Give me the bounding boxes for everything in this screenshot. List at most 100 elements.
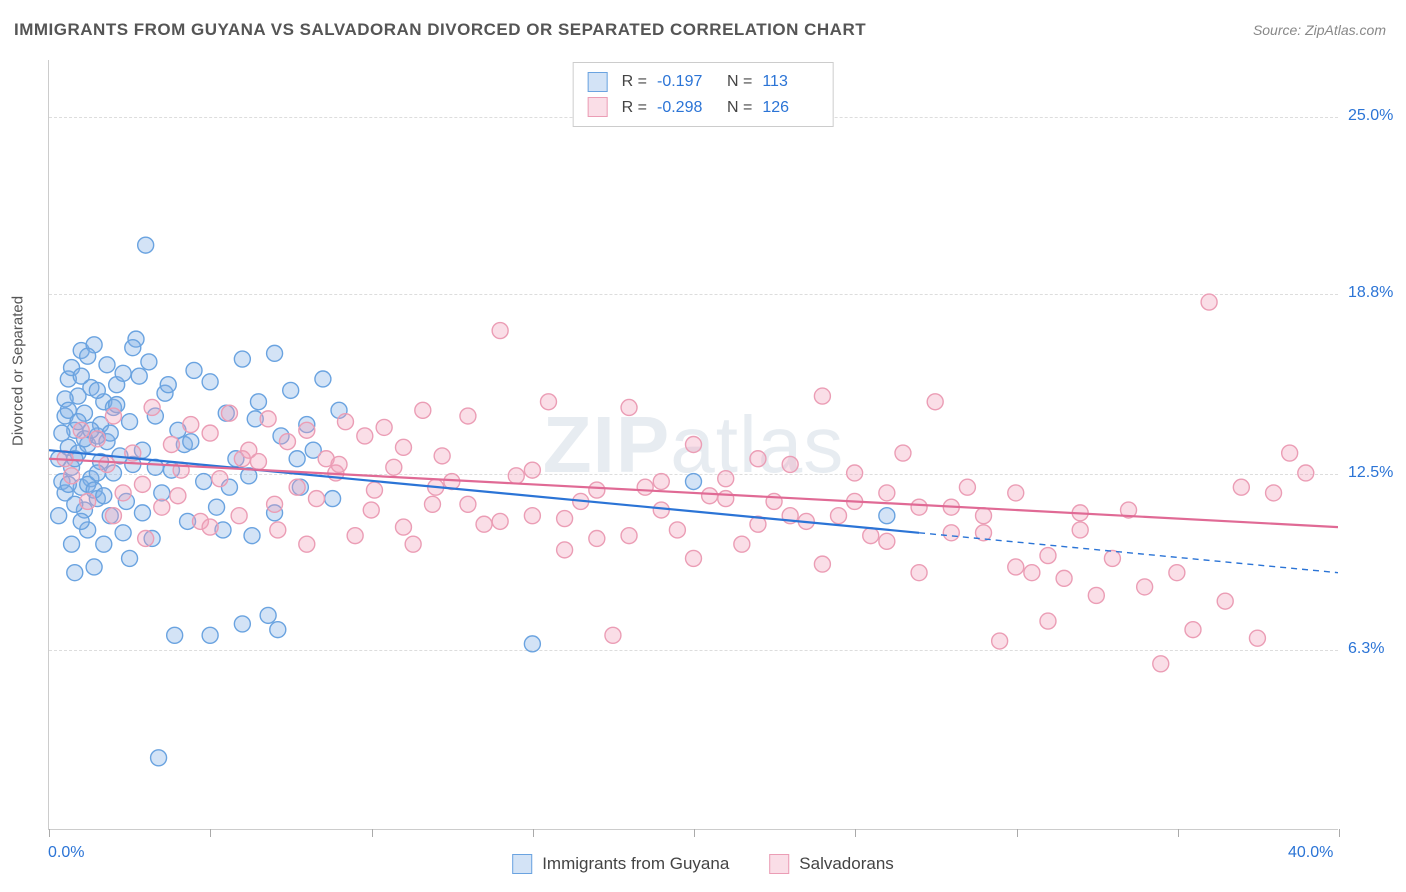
- scatter-point: [524, 508, 540, 524]
- scatter-point: [750, 451, 766, 467]
- scatter-point: [831, 508, 847, 524]
- scatter-point: [115, 365, 131, 381]
- scatter-point: [67, 565, 83, 581]
- xtick: [372, 829, 373, 837]
- xtick: [49, 829, 50, 837]
- scatter-point: [115, 485, 131, 501]
- scatter-point: [476, 516, 492, 532]
- scatter-point: [1217, 593, 1233, 609]
- scatter-point: [202, 425, 218, 441]
- scatter-point: [363, 502, 379, 518]
- scatter-point: [64, 536, 80, 552]
- scatter-point: [782, 456, 798, 472]
- scatter-point: [231, 508, 247, 524]
- xtick: [1339, 829, 1340, 837]
- scatter-point: [847, 465, 863, 481]
- scatter-point: [927, 394, 943, 410]
- scatter-point: [73, 513, 89, 529]
- r-value-salvadoran: -0.298: [657, 95, 713, 121]
- scatter-point: [183, 434, 199, 450]
- scatter-point: [325, 491, 341, 507]
- scatter-point: [134, 476, 150, 492]
- scatter-point: [308, 491, 324, 507]
- scatter-point: [605, 627, 621, 643]
- scatter-point: [299, 422, 315, 438]
- legend-row-guyana: R = -0.197 N = 113: [588, 69, 819, 95]
- scatter-point: [234, 351, 250, 367]
- plot-area: ZIPatlas: [48, 60, 1338, 830]
- scatter-point: [686, 550, 702, 566]
- scatter-point: [976, 508, 992, 524]
- scatter-point: [183, 417, 199, 433]
- n-value-salvadoran: 126: [762, 95, 818, 121]
- scatter-point: [460, 496, 476, 512]
- scatter-point: [718, 471, 734, 487]
- scatter-point: [637, 479, 653, 495]
- scatter-point: [524, 636, 540, 652]
- scatter-point: [669, 522, 685, 538]
- scatter-point: [315, 371, 331, 387]
- scatter-point: [702, 488, 718, 504]
- scatter-point: [96, 488, 112, 504]
- scatter-point: [879, 485, 895, 501]
- scatter-point: [895, 445, 911, 461]
- scatter-point: [1185, 622, 1201, 638]
- scatter-point: [96, 536, 112, 552]
- scatter-point: [283, 382, 299, 398]
- scatter-point: [99, 456, 115, 472]
- scatter-point: [80, 493, 96, 509]
- scatter-point: [1169, 565, 1185, 581]
- xtick: [210, 829, 211, 837]
- ytick-label: 6.3%: [1348, 640, 1384, 658]
- scatter-point: [405, 536, 421, 552]
- scatter-point: [1008, 559, 1024, 575]
- ytick-label: 18.8%: [1348, 284, 1393, 302]
- scatter-point: [1201, 294, 1217, 310]
- scatter-point: [89, 431, 105, 447]
- scatter-point: [386, 459, 402, 475]
- scatter-point: [1233, 479, 1249, 495]
- xtick: [1017, 829, 1018, 837]
- source-label: Source: ZipAtlas.com: [1253, 22, 1386, 38]
- scatter-point: [814, 556, 830, 572]
- scatter-point: [80, 348, 96, 364]
- scatter-point: [959, 479, 975, 495]
- scatter-point: [244, 528, 260, 544]
- scatter-point: [911, 499, 927, 515]
- scatter-point: [1088, 587, 1104, 603]
- scatter-point: [270, 622, 286, 638]
- xtick: [533, 829, 534, 837]
- scatter-point: [863, 528, 879, 544]
- scatter-point: [99, 357, 115, 373]
- n-value-guyana: 113: [762, 69, 818, 95]
- plot-svg: [49, 60, 1338, 829]
- scatter-point: [1282, 445, 1298, 461]
- scatter-point: [415, 402, 431, 418]
- scatter-point: [138, 530, 154, 546]
- scatter-point: [122, 550, 138, 566]
- scatter-point: [73, 368, 89, 384]
- swatch-salvadoran-icon: [769, 854, 789, 874]
- scatter-point: [879, 533, 895, 549]
- scatter-point: [1153, 656, 1169, 672]
- scatter-point: [125, 340, 141, 356]
- scatter-point: [357, 428, 373, 444]
- scatter-point: [115, 525, 131, 541]
- scatter-point: [1024, 565, 1040, 581]
- scatter-point: [460, 408, 476, 424]
- scatter-point: [508, 468, 524, 484]
- scatter-point: [267, 496, 283, 512]
- scatter-point: [141, 354, 157, 370]
- scatter-point: [492, 323, 508, 339]
- r-label: R =: [622, 95, 647, 121]
- xtick: [855, 829, 856, 837]
- scatter-point: [170, 488, 186, 504]
- scatter-point: [1056, 570, 1072, 586]
- scatter-point: [424, 496, 440, 512]
- scatter-point: [234, 616, 250, 632]
- scatter-point: [54, 425, 70, 441]
- scatter-point: [163, 437, 179, 453]
- scatter-point: [105, 408, 121, 424]
- swatch-salvadoran-icon: [588, 97, 608, 117]
- scatter-point: [434, 448, 450, 464]
